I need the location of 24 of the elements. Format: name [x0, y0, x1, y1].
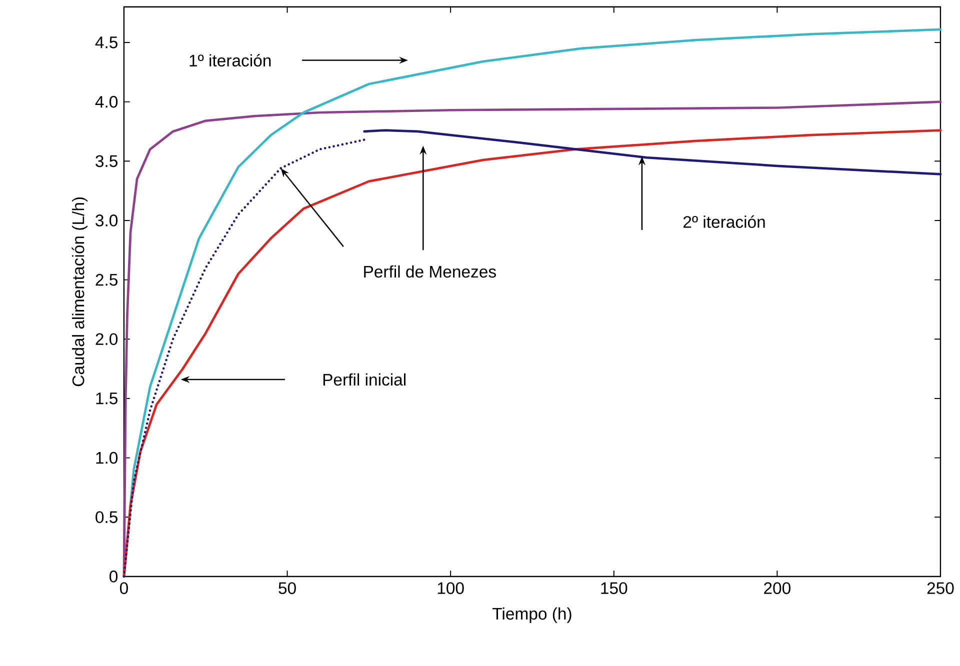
x-axis-title: Tiempo (h): [492, 607, 572, 623]
x-tick-label: 200: [764, 582, 790, 594]
line-series: [122, 138, 366, 578]
x-tick-label: 100: [438, 582, 464, 594]
line-series: [363, 129, 942, 176]
y-tick-label: 2.0: [96, 333, 118, 346]
annotation: Perfil inicial: [323, 373, 406, 386]
y-tick-label: 1.5: [96, 392, 118, 404]
y-tick-label: 3.0: [96, 214, 118, 226]
y-tick-label: 2.5: [96, 274, 118, 286]
x-tick-label: 50: [278, 582, 296, 594]
y-axis-title: Caudal alimentación (L/h): [72, 197, 88, 386]
y-tick-label: 3.5: [96, 155, 118, 168]
annotation: 1º iteración: [190, 54, 271, 67]
annotation: Perfil de Menezes: [364, 265, 496, 278]
x-tick-label: 250: [927, 582, 954, 594]
annotation: 2º iteración: [683, 215, 765, 228]
y-tick-label: 4.5: [95, 36, 118, 48]
y-tick-label: 0: [110, 570, 118, 582]
x-tick-label: 0: [120, 582, 128, 594]
x-tick-label: 150: [601, 582, 628, 594]
y-tick-label: 0.5: [96, 511, 118, 524]
y-tick-label: 4.0: [95, 96, 118, 108]
y-tick-label: 1.0: [96, 452, 118, 464]
